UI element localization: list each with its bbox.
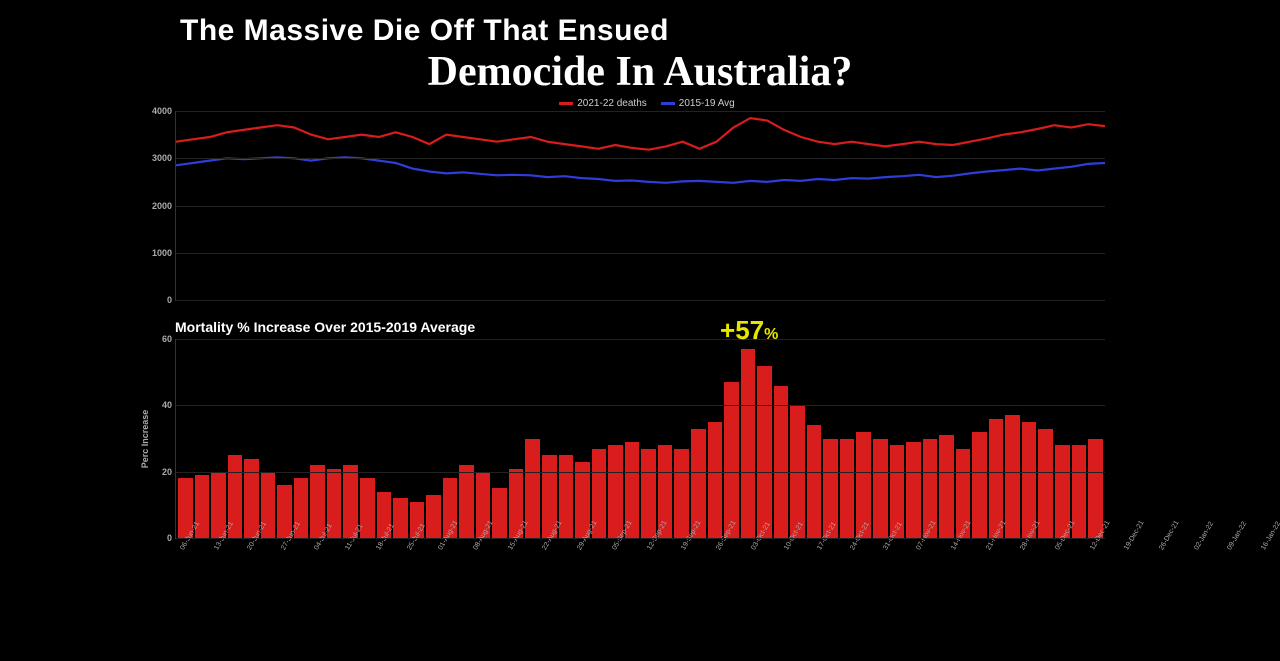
peak-annotation: +57% xyxy=(720,315,778,346)
bar xyxy=(492,488,507,538)
bar xyxy=(310,465,325,538)
bar-xtick-label: 19-Dec-21 xyxy=(1124,520,1146,552)
line-series-2015 xyxy=(176,157,1105,183)
bar-gridline xyxy=(176,339,1105,340)
line-gridline xyxy=(176,253,1105,254)
bar xyxy=(807,425,822,538)
bar-gridline xyxy=(176,472,1105,473)
bar xyxy=(674,449,689,539)
bar xyxy=(873,439,888,539)
bar-ytick-label: 40 xyxy=(162,400,176,410)
line-gridline xyxy=(176,300,1105,301)
bar xyxy=(459,465,474,538)
bar-ytick-label: 0 xyxy=(167,533,176,543)
legend-label: 2015-19 Avg xyxy=(679,98,735,109)
line-chart-legend: 2021-22 deaths 2015-19 Avg xyxy=(175,98,1105,109)
bar-gridline xyxy=(176,405,1105,406)
bar-xtick-label: 09-Jan-22 xyxy=(1227,521,1249,552)
annotation-value: +57 xyxy=(720,315,764,345)
bar xyxy=(972,432,987,538)
line-ytick-label: 2000 xyxy=(152,201,176,211)
bar xyxy=(1088,439,1103,539)
bar-gridline xyxy=(176,538,1105,539)
line-ytick-label: 3000 xyxy=(152,153,176,163)
main-heading: The Massive Die Off That Ensued xyxy=(180,14,1220,48)
line-ytick-label: 4000 xyxy=(152,106,176,116)
bar xyxy=(426,495,441,538)
bar xyxy=(939,435,954,538)
chart-area: 2021-22 deaths 2015-19 Avg 01000200030004… xyxy=(175,98,1105,539)
bar xyxy=(1005,415,1020,538)
annotation-suffix: % xyxy=(764,326,778,343)
bar-yaxis-title: Perc Increase xyxy=(140,409,150,468)
line-series-2021 xyxy=(176,118,1105,150)
line-gridline xyxy=(176,206,1105,207)
line-chart: 01000200030004000 xyxy=(175,111,1105,301)
bar-xtick-label: 26-Dec-21 xyxy=(1158,520,1180,552)
bar-ytick-label: 60 xyxy=(162,334,176,344)
sub-heading: Democide In Australia? xyxy=(60,48,1220,96)
bar xyxy=(641,449,656,539)
bar xyxy=(741,349,756,538)
bar-xtick-label: 16-Jan-22 xyxy=(1260,521,1280,552)
legend-swatch xyxy=(559,102,573,105)
bar xyxy=(840,439,855,539)
line-ytick-label: 1000 xyxy=(152,248,176,258)
bar xyxy=(244,459,259,539)
bar xyxy=(757,366,772,538)
legend-swatch xyxy=(661,102,675,105)
bar-xlabels: 06-Jun-2113-Jun-2120-Jun-2127-Jun-2104-J… xyxy=(176,538,1105,545)
legend-label: 2021-22 deaths xyxy=(577,98,647,109)
bars-container xyxy=(176,339,1105,538)
bar xyxy=(393,498,408,538)
bar-section: Mortality % Increase Over 2015-2019 Aver… xyxy=(175,319,1105,539)
line-ytick-label: 0 xyxy=(167,295,176,305)
page-root: The Massive Die Off That Ensued Democide… xyxy=(0,0,1280,661)
bar-ytick-label: 20 xyxy=(162,467,176,477)
bar-xtick-label: 02-Jan-22 xyxy=(1193,521,1215,552)
bar-chart-title: Mortality % Increase Over 2015-2019 Aver… xyxy=(175,319,1105,335)
bar-chart: Perc Increase 06-Jun-2113-Jun-2120-Jun-2… xyxy=(175,339,1105,539)
bar xyxy=(608,445,623,538)
bar xyxy=(906,442,921,538)
line-gridline xyxy=(176,111,1105,112)
bar xyxy=(774,386,789,539)
bar xyxy=(708,422,723,538)
line-gridline xyxy=(176,158,1105,159)
